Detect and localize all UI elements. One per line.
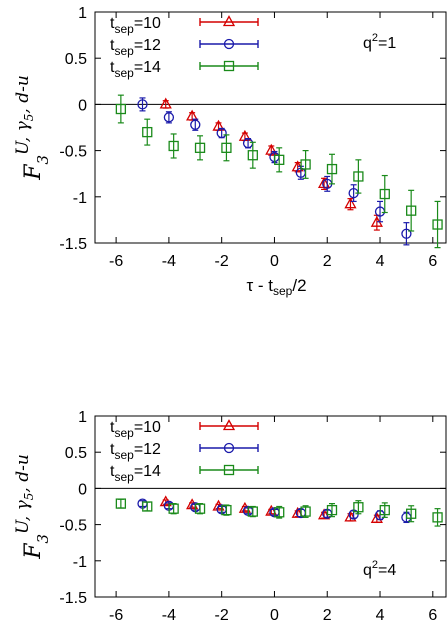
x-tick-label: 4 (376, 253, 385, 270)
data-point (291, 506, 304, 518)
plot-frame (94, 11, 447, 244)
data-point (159, 97, 172, 109)
x-axis-label: τ - tsep/2 (246, 630, 306, 633)
y-tick-label: 1 (78, 5, 87, 22)
data-point (247, 150, 258, 161)
data-point (344, 510, 357, 522)
data-point (317, 508, 331, 520)
y-tick-label: -1 (73, 190, 87, 207)
data-point (115, 498, 127, 509)
legend-marker (223, 464, 235, 476)
legend-label: tsep=14 (110, 59, 161, 80)
x-tick-label: -4 (162, 607, 176, 624)
data-point (190, 119, 201, 130)
x-tick-label: 6 (428, 253, 437, 270)
y-tick-label: -1.5 (59, 236, 87, 253)
series-t-sep-12 (137, 97, 412, 246)
y-tick-label: -1.5 (59, 590, 87, 607)
data-point (379, 188, 390, 200)
y-tick-label: -0.5 (59, 144, 87, 161)
data-point (406, 205, 417, 216)
x-tick-label: 6 (428, 607, 437, 624)
y-tick-label: 0.5 (65, 445, 87, 462)
plot-frame (94, 415, 447, 598)
y-tick-label: -1 (73, 554, 87, 571)
data-point (137, 99, 148, 110)
y-tick-label: 0.5 (65, 51, 87, 68)
data-point (274, 507, 285, 518)
y-tick-label: -0.5 (59, 518, 87, 535)
data-point (353, 502, 364, 513)
x-tick-label: -2 (215, 253, 229, 270)
data-point (300, 506, 311, 517)
series-t-sep-14 (115, 498, 443, 527)
y-tick-label: 1 (78, 409, 87, 426)
legend-label: tsep=10 (110, 419, 161, 440)
chart-panel-q2-1: 1 0.5 0 -0.5 -1 -1.5 -6 -4 -2 0 2 4 6 τ - tsep/2 F3U, … (13, 5, 447, 298)
legend-marker (222, 15, 236, 27)
legend-marker (223, 442, 235, 454)
data-point (326, 504, 338, 516)
data-point (186, 109, 199, 121)
data-point (432, 219, 443, 230)
data-point (432, 512, 443, 523)
y-tick-label: 0 (78, 97, 87, 114)
data-point (115, 103, 127, 115)
data-point (406, 508, 417, 519)
data-point (300, 159, 311, 170)
x-axis-label: τ - tsep/2 (246, 276, 306, 298)
data-point (163, 112, 175, 123)
x-tick-label: 2 (323, 253, 332, 270)
data-point (221, 504, 232, 516)
data-point (274, 154, 285, 165)
chart-panel-q2-4: 1 0.5 0 -0.5 -1 -1.5 -6 -4 -2 0 2 4 6 τ - tsep/2 F3U, … (13, 409, 447, 633)
x-tick-label: 0 (270, 607, 279, 624)
legend-label: tsep=14 (110, 463, 161, 484)
data-point (326, 163, 338, 175)
x-tick-label: -6 (109, 607, 123, 624)
legend-marker (222, 419, 236, 431)
y-axis-label: F3U, γ5, d-u (13, 75, 52, 181)
series-t-sep-10 (159, 97, 383, 231)
series-t-sep-14 (115, 94, 443, 249)
data-point (353, 171, 364, 182)
data-point (168, 503, 179, 514)
q2-annotation: q2=1 (363, 32, 396, 52)
legend-label: tsep=12 (110, 441, 161, 462)
y-tick-label: 0 (78, 481, 87, 498)
data-point (401, 228, 412, 239)
legend-marker (223, 38, 235, 50)
legend-marker (223, 60, 235, 72)
data-point (221, 142, 232, 153)
data-point (194, 503, 206, 514)
legend-label: tsep=12 (110, 37, 161, 58)
legend-label: tsep=10 (110, 15, 161, 36)
data-point (142, 501, 153, 512)
data-point (168, 140, 179, 152)
y-axis-label: F3U, γ5, d-u (13, 454, 52, 560)
data-point (194, 142, 206, 153)
data-point (216, 127, 227, 139)
x-tick-label: -4 (162, 253, 176, 270)
x-tick-label: -6 (109, 253, 123, 270)
data-point (379, 504, 390, 516)
x-tick-label: 0 (270, 253, 279, 270)
x-tick-label: 4 (376, 607, 385, 624)
x-tick-label: -2 (215, 607, 229, 624)
data-point (344, 197, 357, 209)
x-tick-label: 2 (323, 607, 332, 624)
q2-annotation: q2=4 (363, 559, 396, 579)
data-point (142, 126, 153, 138)
data-point (370, 511, 383, 523)
data-point (247, 506, 258, 517)
